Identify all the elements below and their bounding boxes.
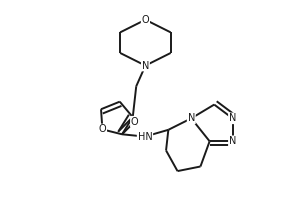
Text: N: N — [229, 113, 236, 123]
Text: N: N — [142, 61, 149, 71]
Text: HN: HN — [138, 132, 152, 142]
Text: O: O — [142, 15, 149, 25]
Text: O: O — [99, 124, 106, 134]
Text: N: N — [229, 136, 236, 146]
Text: N: N — [188, 113, 195, 123]
Text: O: O — [131, 117, 139, 127]
